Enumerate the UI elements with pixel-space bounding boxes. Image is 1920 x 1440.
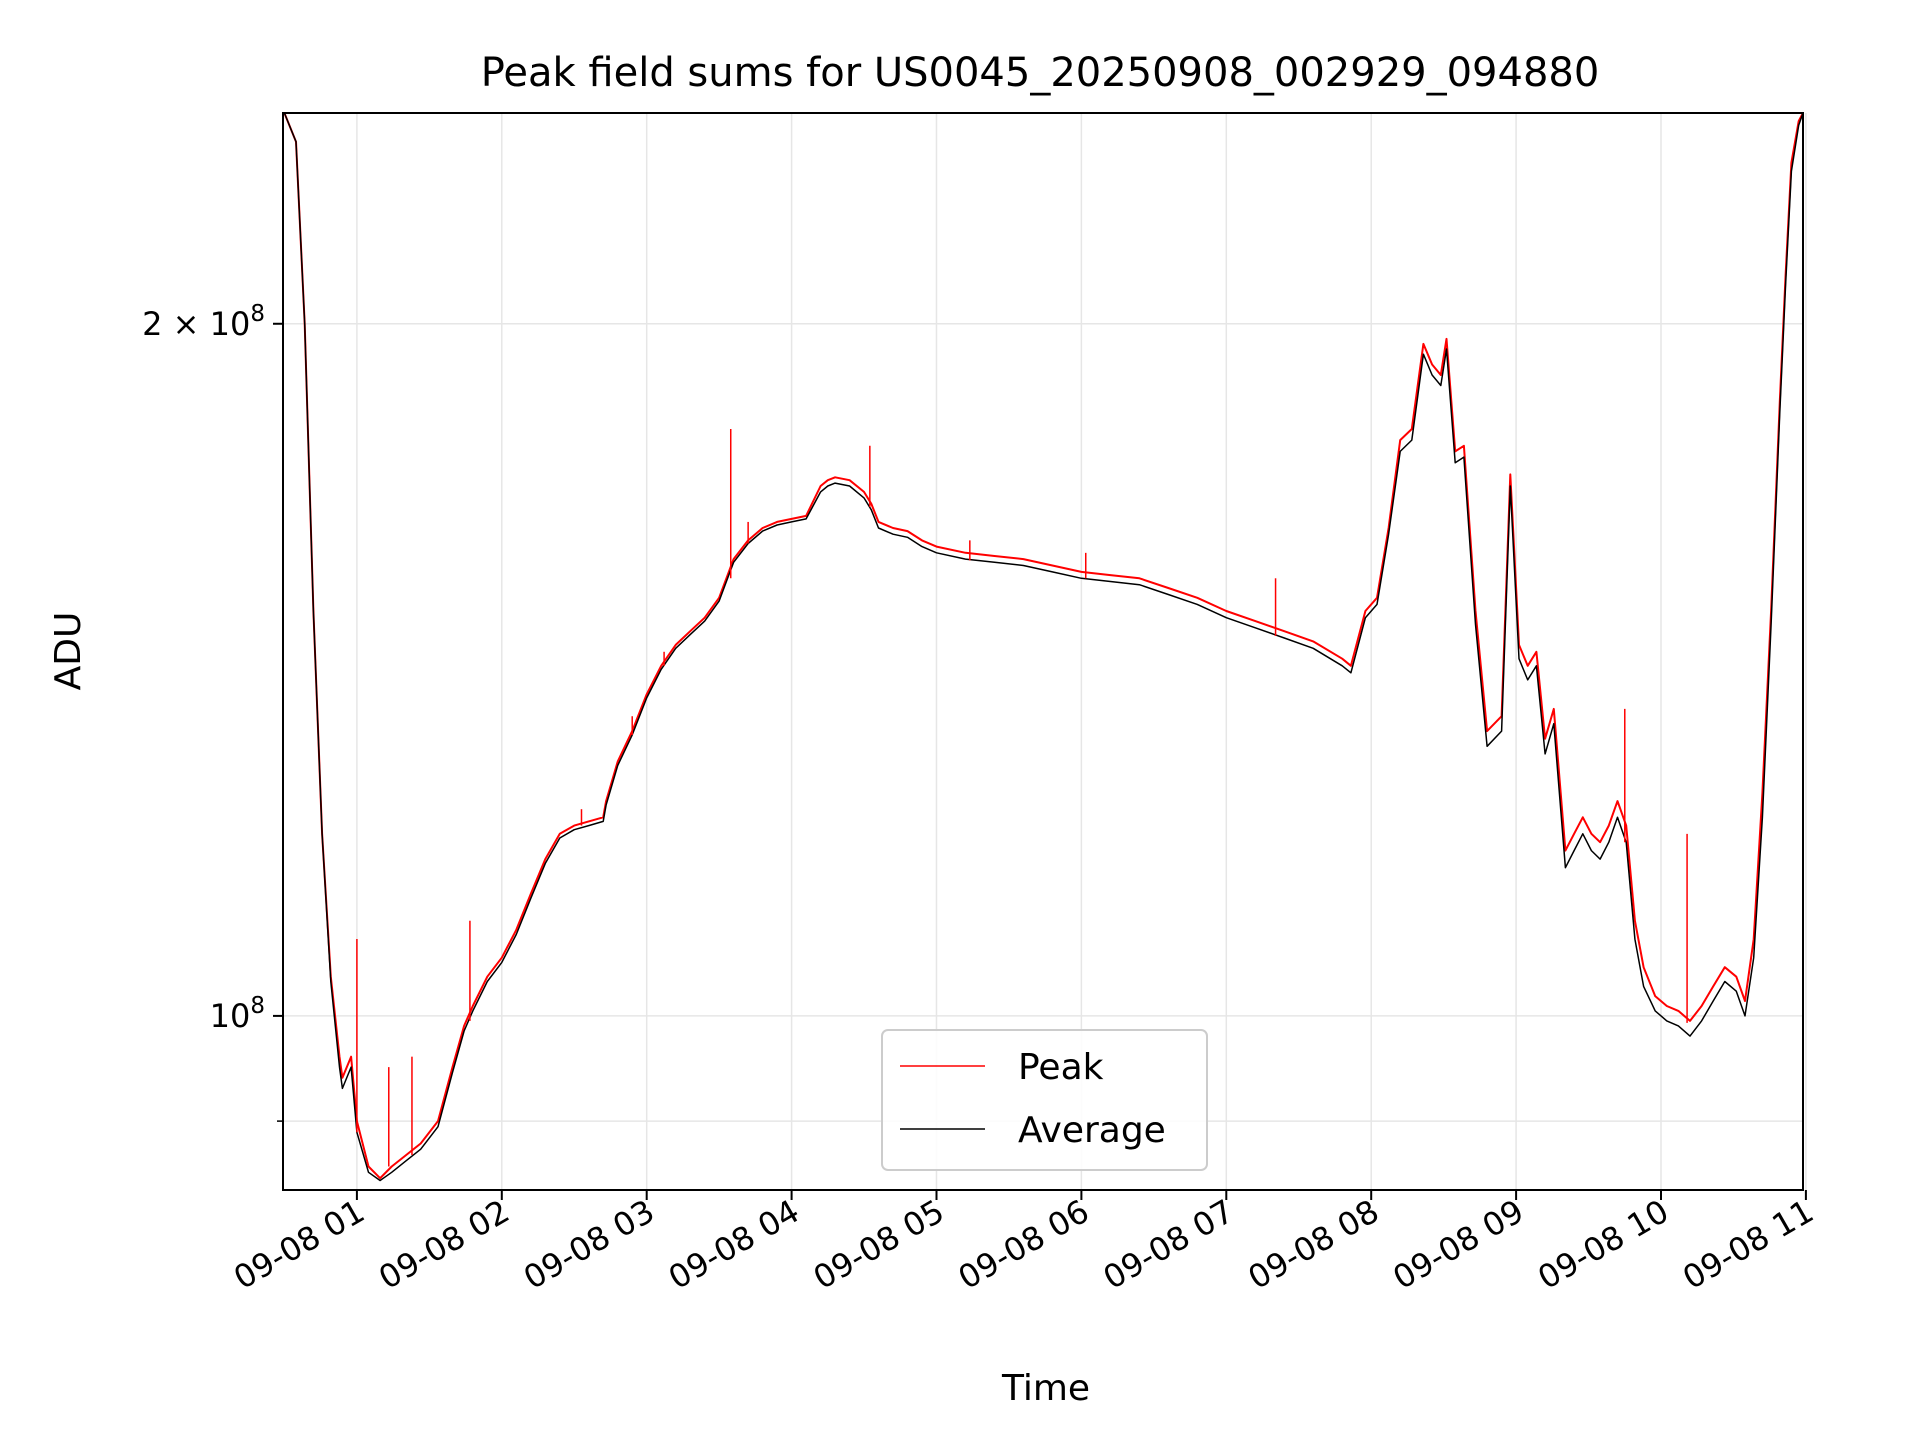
plot-frame	[282, 112, 1804, 1191]
y-axis: 108 2 × 108	[142, 301, 283, 1122]
chart-title: Peak field sums for US0045_20250908_0029…	[481, 50, 1600, 96]
plot-series	[283, 112, 1804, 1182]
series-line-peak	[283, 112, 1804, 1180]
peak-spikes	[356, 428, 1688, 1167]
legend-label-average: Average	[1018, 1110, 1166, 1151]
legend-box	[881, 1029, 1208, 1171]
y-tick-label: 108	[210, 993, 265, 1035]
y-axis-label: ADU	[48, 612, 89, 691]
legend: Peak Average	[881, 1029, 1208, 1171]
x-axis-label: Time	[1001, 1368, 1090, 1409]
series-line-average	[283, 112, 1804, 1182]
legend-label-peak: Peak	[1018, 1047, 1104, 1088]
y-tick-label: 2 × 108	[142, 301, 265, 343]
